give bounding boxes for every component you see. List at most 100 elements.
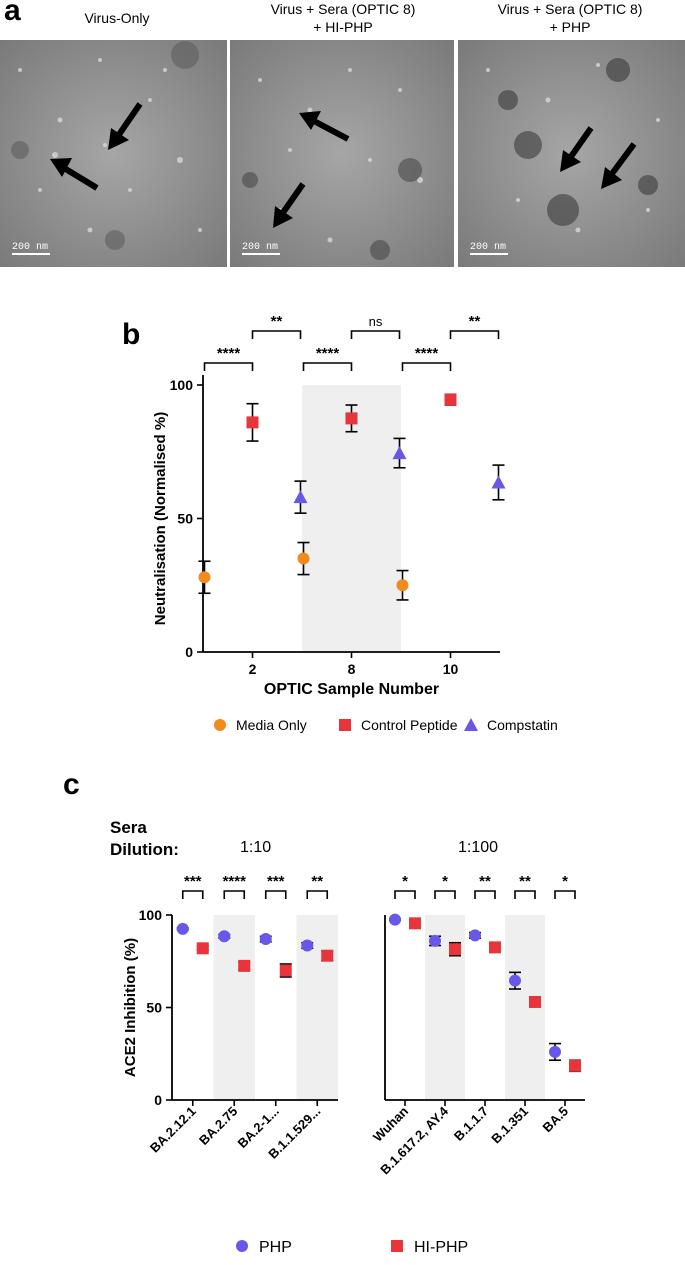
- point-hi-php: [529, 995, 541, 1008]
- arrow-icon: [273, 111, 350, 228]
- point-control-peptide: [246, 416, 259, 429]
- y-axis-label: Neutralisation (Normalised %): [152, 412, 169, 625]
- em-image-php: 200 nm: [458, 40, 685, 267]
- point-php: [429, 934, 441, 947]
- x-axis-label: OPTIC Sample Number: [264, 681, 439, 698]
- legend-marker: [214, 719, 226, 731]
- chart-b: 0 50 100 Neutralisation (Normalised %) OPTIC…: [152, 313, 558, 733]
- group-label-1-10: 1:10: [240, 839, 272, 856]
- significance-bracket-label: *: [562, 873, 568, 890]
- panel-c-letter: c: [63, 768, 80, 801]
- point-php: [301, 939, 314, 952]
- significance-bracket: [474, 890, 496, 899]
- x-tick-label: BA.5: [540, 1104, 572, 1136]
- significance-bracket: [514, 890, 536, 899]
- point-php: [176, 922, 189, 935]
- legend-marker: [339, 719, 351, 731]
- significance-bracket-label: *: [402, 873, 408, 890]
- significance-bracket-label: *: [442, 873, 448, 890]
- point-hi-php: [409, 917, 421, 930]
- significance-bracket-label: ****: [223, 873, 247, 890]
- significance-bracket: [394, 890, 416, 899]
- point-hi-php: [449, 943, 461, 956]
- y-tick-label: 50: [177, 511, 193, 527]
- legend-label: Media Only: [236, 717, 307, 733]
- scale-bar: [12, 253, 50, 255]
- scale-label: 200 nm: [12, 242, 49, 253]
- legend-marker: [391, 1240, 403, 1252]
- point-php: [469, 929, 481, 942]
- significance-bracket-label: **: [519, 873, 531, 890]
- significance-bracket: [401, 362, 452, 371]
- em-image-virus-only: 200 nm: [0, 40, 227, 267]
- point-hi-php: [321, 949, 334, 962]
- significance-bracket-label: ***: [184, 873, 202, 890]
- point-hi-php: [238, 959, 251, 972]
- significance-bracket: [350, 330, 401, 339]
- significance-bracket: [302, 362, 353, 371]
- point-compstatin: [392, 446, 407, 460]
- point-php: [259, 933, 272, 946]
- y-tick-label: 0: [185, 644, 193, 660]
- legend-label: Control Peptide: [361, 717, 458, 733]
- point-php: [389, 913, 401, 926]
- x-tick-label: 8: [348, 661, 356, 677]
- panel-b-letter: b: [122, 318, 141, 351]
- significance-bracket-label: **: [311, 873, 323, 890]
- significance-bracket-label: **: [469, 313, 481, 330]
- significance-bracket: [251, 330, 302, 339]
- significance-bracket-label: ****: [217, 345, 241, 362]
- significance-bracket: [554, 890, 576, 899]
- point-hi-php: [279, 964, 292, 977]
- arrow-icon: [560, 126, 637, 189]
- x-tick-label: 2: [249, 661, 257, 677]
- legend-label: Compstatin: [487, 717, 558, 733]
- point-media-only: [297, 552, 310, 565]
- significance-bracket: [434, 890, 456, 899]
- significance-bracket: [264, 890, 287, 899]
- x-tick-label: B.1.617.2, AY.4: [377, 1103, 451, 1177]
- y-tick-label: 50: [146, 1000, 162, 1016]
- arrow-icon: [50, 102, 143, 191]
- em-title-virus-only: Virus-Only: [84, 10, 150, 26]
- significance-bracket: [306, 890, 329, 899]
- point-control-peptide: [444, 393, 457, 406]
- point-hi-php: [569, 1059, 581, 1072]
- em-title-hi-php: Virus + Sera (OPTIC 8) + HI-PHP: [270, 1, 416, 35]
- legend-label: PHP: [259, 1239, 292, 1256]
- x-tick-label: BA.2.75: [196, 1104, 240, 1148]
- point-hi-php: [196, 942, 209, 955]
- legend-marker: [464, 718, 478, 731]
- shaded-band: [213, 915, 255, 1100]
- scale-bar: [470, 253, 508, 255]
- significance-bracket: [181, 890, 204, 899]
- panel-a-letter: a: [4, 0, 21, 27]
- point-hi-php: [489, 941, 501, 954]
- x-tick-label: BA.2.12.1: [147, 1104, 199, 1156]
- significance-bracket-label: ****: [316, 345, 340, 362]
- legend-label: HI-PHP: [414, 1239, 468, 1256]
- point-compstatin: [491, 475, 506, 489]
- em-texture: [230, 40, 454, 267]
- point-php: [509, 974, 521, 987]
- y-tick-label: 100: [139, 907, 163, 923]
- significance-bracket-label: **: [479, 873, 491, 890]
- scale-bar: [242, 253, 280, 255]
- sera-dilution-label: Sera Dilution:: [110, 818, 179, 859]
- chart-c: ACE2 Inhibition (%)050100BA.2.12.1***BA.…: [122, 873, 585, 1256]
- em-image-hi-php: 200 nm: [230, 40, 454, 267]
- significance-bracket-label: ***: [267, 873, 285, 890]
- x-tick-label: B.1.1.7: [451, 1104, 491, 1144]
- significance-bracket: [203, 362, 254, 371]
- group-label-1-100: 1:100: [458, 839, 499, 856]
- significance-bracket-label: **: [271, 313, 283, 330]
- significance-bracket-label: ns: [369, 314, 383, 329]
- point-compstatin: [293, 490, 308, 504]
- y-axis-label: ACE2 Inhibition (%): [122, 938, 139, 1077]
- em-title-php: Virus + Sera (OPTIC 8) + PHP: [497, 1, 643, 35]
- y-tick-label: 100: [170, 377, 194, 393]
- x-tick-label: 10: [443, 661, 459, 677]
- point-php: [549, 1045, 561, 1058]
- legend-marker: [236, 1240, 248, 1252]
- scale-label: 200 nm: [242, 242, 279, 253]
